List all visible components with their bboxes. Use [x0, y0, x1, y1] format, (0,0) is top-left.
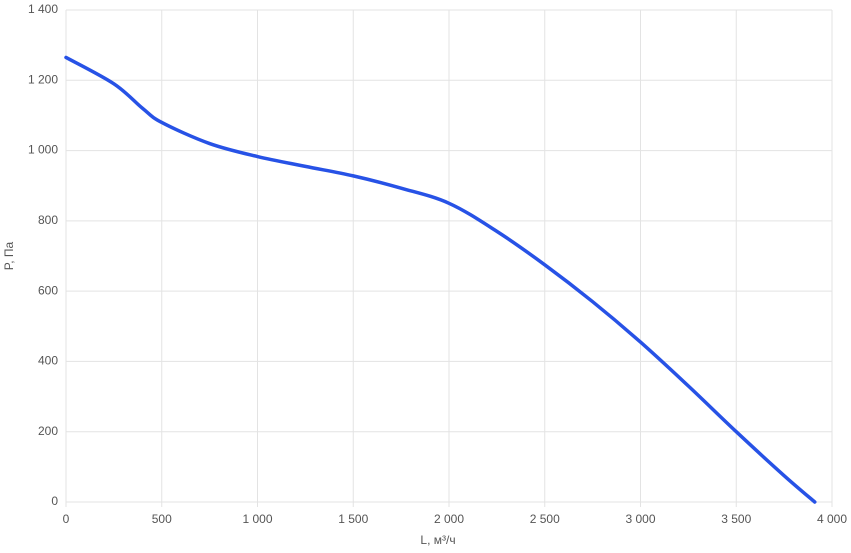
x-tick-label: 0: [63, 512, 70, 526]
x-tick-label: 2 500: [530, 512, 560, 526]
y-tick-label: 1 000: [28, 143, 58, 157]
x-tick-label: 3 000: [625, 512, 655, 526]
line: [64, 55, 817, 504]
y-tick-label: 800: [38, 213, 58, 227]
x-tick-label: 500: [152, 512, 172, 526]
x-tick-label: 4 000: [817, 512, 847, 526]
x-tick-label: 1 500: [338, 512, 368, 526]
y-axis-label: P, Па: [2, 241, 16, 270]
y-tick-label: 0: [51, 494, 58, 508]
y-tick-label: 1 400: [28, 2, 58, 16]
y-tick-label: 600: [38, 283, 58, 297]
x-tick-label: 2 000: [434, 512, 464, 526]
y-tick-label: 400: [38, 354, 58, 368]
y-tick-label: 1 200: [28, 72, 58, 86]
x-tick-label: 3 500: [721, 512, 751, 526]
x-axis-label: L, м³/ч: [420, 533, 455, 547]
x-tick-label: 1 000: [242, 512, 272, 526]
y-tick-label: 200: [38, 424, 58, 438]
